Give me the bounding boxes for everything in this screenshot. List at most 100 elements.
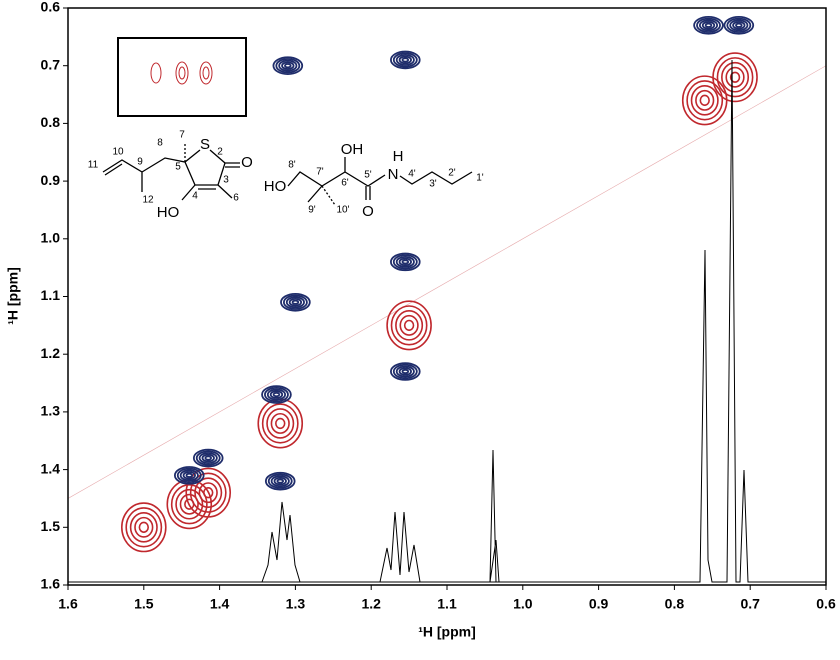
contour-ring (185, 472, 194, 478)
contour-ring (204, 455, 213, 461)
structure-label: OH (341, 141, 364, 158)
contour-ring (288, 298, 303, 307)
contour-ring (170, 484, 208, 525)
y-tick-label: 0.7 (41, 56, 61, 72)
contour-ring (270, 412, 290, 434)
structure-label: HO (157, 204, 180, 221)
contour-ring (712, 52, 758, 103)
contour-ring (192, 448, 224, 468)
contour-ring (278, 59, 298, 72)
contour-ring (280, 292, 311, 312)
contour-ring (398, 257, 412, 267)
contour-ring (270, 475, 290, 488)
contours (68, 16, 826, 553)
contour-ring (686, 80, 724, 121)
contour-ring (275, 58, 301, 74)
structure-label: 9 (137, 157, 143, 168)
y-tick-label: 1.0 (41, 230, 61, 246)
peak (121, 502, 167, 553)
structure-label: 7 (179, 130, 185, 141)
x-tick-label: 1.5 (134, 596, 154, 612)
contour-ring (735, 22, 743, 28)
peak (723, 16, 755, 35)
contour-ring (401, 57, 410, 63)
y-axis-label: ¹H [ppm] (5, 267, 21, 325)
structure-label: O (241, 154, 253, 171)
contour-ring (269, 390, 284, 399)
contour-ring (189, 472, 227, 513)
structure-label: H (393, 148, 404, 165)
contour-ring (261, 385, 292, 404)
x-tick-label: 1.6 (58, 596, 78, 612)
x-tick-label: 0.6 (816, 596, 836, 612)
contour-ring (285, 296, 305, 309)
peak (166, 479, 213, 530)
inset-box (117, 37, 247, 117)
contour-ring (179, 469, 199, 482)
x-tick-label: 1.1 (437, 596, 457, 612)
contour-ring (390, 252, 421, 272)
contour-ring (690, 85, 719, 116)
structure-label: 5 (175, 162, 181, 173)
contour-ring (138, 521, 150, 533)
structure-label: 3' (429, 179, 437, 190)
contour-ring (732, 21, 746, 30)
contour-ring (695, 89, 715, 111)
x-tick-label: 0.9 (589, 596, 609, 612)
contour-ring (203, 487, 214, 499)
structure-label: 3 (223, 175, 229, 186)
contour-ring (198, 482, 218, 504)
x-tick-label: 1.4 (210, 596, 230, 612)
structure-label: 9' (308, 205, 316, 216)
contour-ring (398, 367, 412, 376)
contour-ring (179, 493, 199, 515)
contour-ring (264, 471, 296, 491)
contour-ring (392, 363, 418, 380)
x-tick-label: 0.8 (665, 596, 685, 612)
y-tick-label: 0.6 (41, 0, 61, 15)
contour-ring (390, 362, 421, 381)
peak (173, 466, 205, 485)
contour-ring (195, 450, 221, 466)
peak (192, 448, 224, 468)
contour-ring (696, 17, 721, 33)
contour-ring (403, 319, 415, 331)
contour-ring (276, 478, 285, 484)
contour-ring (395, 53, 415, 66)
contour-ring (273, 476, 287, 486)
contour-ring (704, 22, 713, 28)
x-tick-label: 1.3 (286, 596, 306, 612)
contour-ring (721, 61, 750, 93)
contour-ring (291, 299, 300, 305)
contour-ring (401, 368, 410, 375)
structure-label: O (362, 203, 374, 220)
peak (681, 75, 728, 126)
contour-ring (693, 16, 724, 35)
y-tick-label: 1.3 (41, 403, 61, 419)
contour-ring (399, 314, 419, 336)
structure-label: 7' (316, 167, 324, 178)
x-axis-label: ¹H [ppm] (418, 624, 476, 640)
contour-ring (395, 255, 415, 268)
contour-ring (267, 473, 293, 489)
y-tick-label: 0.9 (41, 172, 61, 188)
structure-label: 4 (192, 191, 198, 202)
peak (257, 398, 304, 449)
structure-label: 6 (233, 193, 239, 204)
structure-label: S (200, 136, 210, 153)
peak (264, 471, 296, 491)
contour-ring (398, 55, 412, 65)
contour-ring (698, 19, 719, 32)
structure-label: 10 (112, 147, 124, 158)
contour-ring (194, 477, 223, 509)
projection-trace (68, 59, 826, 583)
contour-ring (129, 511, 158, 543)
structure-label: 8' (288, 160, 296, 171)
x-tick-label: 1.2 (361, 596, 381, 612)
y-tick-label: 1.1 (41, 287, 61, 303)
contour-ring (390, 50, 421, 70)
contour-ring (401, 259, 410, 265)
contour-ring (264, 386, 289, 403)
peak (712, 52, 758, 103)
